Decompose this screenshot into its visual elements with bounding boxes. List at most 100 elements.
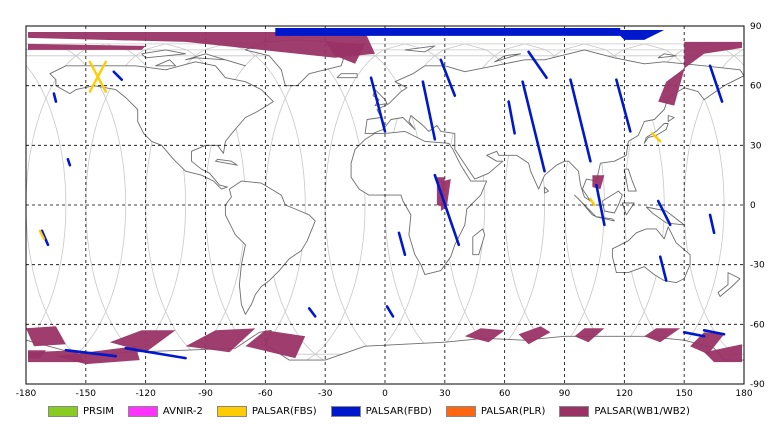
lon-tick-label: -30 <box>318 389 333 399</box>
coastline <box>494 53 522 63</box>
wb-coverage-area <box>109 330 176 353</box>
fbd-strip <box>397 231 407 257</box>
fbd-strip <box>595 183 606 227</box>
fbs-strip <box>88 60 107 93</box>
fbd-strip <box>66 157 72 167</box>
fbd-strip <box>421 80 437 141</box>
fbs-strip <box>651 132 662 143</box>
legend-label-prsim: PRSIM <box>83 405 114 417</box>
legend-item-palsar-plr: PALSAR(PLR) <box>445 405 546 417</box>
lat-tick-label: -90 <box>750 380 765 390</box>
lat-tick-label: -30 <box>750 261 765 271</box>
fbd-strip <box>433 173 461 247</box>
fbd-coverage-area <box>614 30 665 40</box>
legend-swatch-palsar-fbd <box>330 405 361 417</box>
fbd-strip <box>708 213 716 235</box>
coastline <box>336 73 358 79</box>
lat-tick-label: 30 <box>750 141 762 151</box>
coastline <box>404 45 436 53</box>
coastline <box>667 115 675 122</box>
fbd-strip <box>124 346 187 360</box>
legend-label-palsar-plr: PALSAR(PLR) <box>480 405 546 417</box>
fbd-strip <box>112 70 124 81</box>
coastline <box>185 53 246 67</box>
wb-coverage-area <box>245 330 306 359</box>
fbd-strip <box>439 58 457 97</box>
coastline <box>657 53 677 59</box>
coastline <box>611 226 691 284</box>
wb-coverage-area <box>28 350 46 359</box>
legend-item-palsar-fbs: PALSAR(FBS) <box>216 405 317 417</box>
fbd-strip <box>682 330 706 338</box>
coastline <box>544 186 549 194</box>
coastline <box>601 190 623 214</box>
fbd-strip <box>656 199 672 227</box>
fbd-strip <box>527 50 548 80</box>
wb-coverage-area <box>28 32 375 58</box>
wb-coverage-area <box>464 328 505 343</box>
fbd-strip <box>521 80 546 173</box>
fbs-strip <box>589 197 596 207</box>
lon-tick-label: 0 <box>382 389 388 399</box>
coastline <box>141 49 187 59</box>
legend-label-palsar-wb: PALSAR(WB1/WB2) <box>594 405 690 417</box>
lon-tick-label: -150 <box>76 389 97 399</box>
lat-tick-label: 60 <box>750 82 762 92</box>
world-coverage-map: -180 -150 -120 -90 -60 -30 0 30 60 90 120 150 180 90 6… <box>0 22 765 399</box>
legend-swatch-palsar-fbs <box>216 405 247 417</box>
wb-coverage-area <box>690 332 725 355</box>
legend-label-palsar-fbd: PALSAR(FBD) <box>365 405 432 417</box>
lon-tick-label: 180 <box>735 389 752 399</box>
legend-item-palsar-wb: PALSAR(WB1/WB2) <box>559 405 690 417</box>
fbd-strip <box>52 92 58 103</box>
orbit-track <box>0 44 6 366</box>
legend-item-prsim: PRSIM <box>48 405 114 417</box>
coastline <box>595 216 615 222</box>
legend-item-avnir2: AVNIR-2 <box>127 405 203 417</box>
lon-tick-label: 150 <box>676 389 693 399</box>
fbd-strip <box>385 305 395 318</box>
legend-swatch-palsar-plr <box>445 405 476 417</box>
coastline <box>364 49 744 202</box>
coastline <box>643 123 669 144</box>
axis-ticks: -180 -150 -120 -90 -60 -30 0 30 60 90 120 150 180 90 6… <box>16 22 765 399</box>
coastline <box>717 272 741 297</box>
fbd-strip <box>40 229 50 247</box>
coastline <box>472 228 486 256</box>
legend-swatch-palsar-wb <box>559 405 590 417</box>
wb-coverage-area <box>704 344 742 363</box>
fbd-strip <box>569 78 592 163</box>
map-frame <box>25 25 745 385</box>
wb-coverage-area <box>518 326 551 345</box>
fbd-strip <box>615 78 632 133</box>
coastline <box>155 59 177 67</box>
wb-coverage-area <box>574 328 605 343</box>
orbit-track <box>26 64 67 346</box>
wb-coverage-area <box>325 41 366 64</box>
legend: PRSIM AVNIR-2 PALSAR(FBS) PALSAR(FBD) PA… <box>48 402 704 420</box>
fbd-strip <box>307 307 317 318</box>
fbd-strip <box>507 100 516 135</box>
lon-tick-label: -180 <box>16 389 37 399</box>
wb-coverage-area <box>658 41 742 106</box>
wb-coverage-area <box>28 43 146 50</box>
lon-tick-label: -60 <box>258 389 273 399</box>
fbd-strip <box>708 64 724 103</box>
lon-tick-label: 30 <box>439 389 451 399</box>
legend-swatch-avnir2 <box>127 405 158 417</box>
legend-label-palsar-fbs: PALSAR(FBS) <box>251 405 317 417</box>
fbd-strip <box>658 255 668 282</box>
lat-tick-label: -60 <box>750 320 765 330</box>
coastline <box>224 180 316 315</box>
wb-coverage-area <box>644 328 681 343</box>
fbd-strip <box>369 76 387 133</box>
lon-tick-label: 90 <box>559 389 571 399</box>
legend-item-palsar-fbd: PALSAR(FBD) <box>330 405 432 417</box>
fbd-strip <box>702 328 726 336</box>
fbs-strip <box>38 229 46 241</box>
lat-tick-label: 0 <box>750 201 756 211</box>
legend-label-avnir2: AVNIR-2 <box>162 405 203 417</box>
lat-tick-label: 90 <box>750 22 762 32</box>
fbd-coverage-area <box>275 28 621 36</box>
wb-coverage-area <box>185 328 256 353</box>
